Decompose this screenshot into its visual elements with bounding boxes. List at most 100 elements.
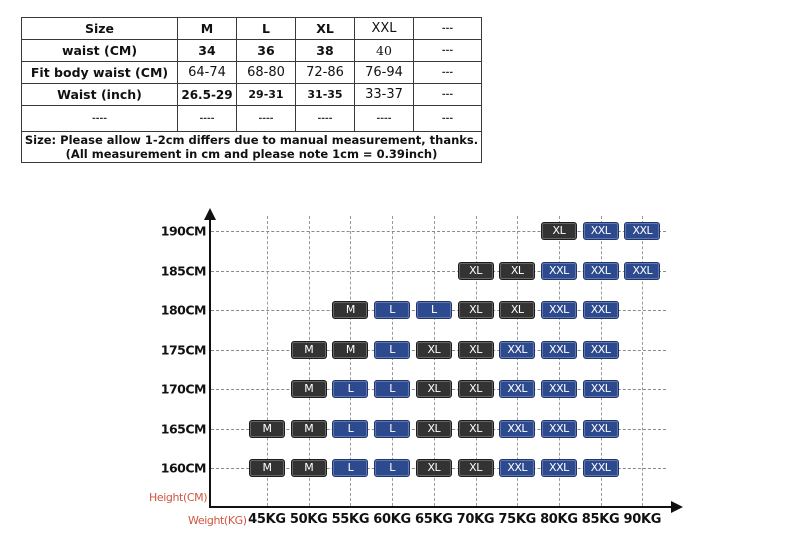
size-badge-xl: XL [457,261,494,280]
table-cell: 36 [236,39,296,62]
size-badge-l: L [374,459,411,477]
grid-hline [211,270,666,272]
table-cell: --- [413,105,482,132]
y-axis-title: Height(CM) [149,491,208,504]
y-tick-label: 170CM [160,381,207,397]
grid-vline [267,216,268,506]
size-badge-xxl: XXL [540,419,577,438]
size-badge-xxl: XXL [624,261,661,280]
size-badge-xxl: XXL [582,419,619,438]
size-badge-m: M [290,340,327,359]
size-badge-xl: XL [415,340,452,359]
table-note-row: Size: Please allow 1-2cm differs due to … [21,131,482,163]
x-tick-label: 50KG [289,512,328,527]
size-badge-l: L [374,380,411,398]
grid-vline [600,216,602,506]
size-badge-xl: XL [457,459,494,477]
size-badge-xxl: XXL [582,222,619,240]
x-tick-label: 85KG [581,512,620,527]
size-badge-m: M [249,459,285,477]
size-badge-xxl: XXL [499,459,536,477]
grid-hline [211,231,666,232]
table-row: Waist (inch) 26.5-29 29-31 31-35 33-37 -… [21,83,482,106]
size-badge-xxl: XXL [540,459,577,477]
size-badge-m: M [332,340,369,359]
y-tick-label: 175CM [160,342,207,357]
row-label: Fit body waist (CM) [21,61,178,84]
y-tick-label: 165CM [160,421,207,436]
size-badge-xl: XL [499,261,536,280]
table-cell: 68-80 [236,61,296,84]
size-badge-m: M [290,459,327,477]
size-badge-m: M [332,301,369,319]
table-cell: ---- [295,105,355,132]
size-badge-xxl: XXL [624,222,661,240]
x-axis-title: Weight(KG) [188,514,247,527]
size-badge-l: L [332,459,369,477]
grid-vline [392,216,394,506]
y-axis-line [209,216,211,508]
size-badge-m: M [249,419,285,438]
table-cell: 64-74 [177,61,237,84]
grid-vline [433,216,435,506]
arrow-up-icon [204,208,216,220]
grid-vline [642,216,644,506]
size-badge-xxl: XXL [540,301,577,319]
size-badge-xl: XL [415,459,452,477]
x-tick-label: 80KG [540,512,578,527]
grid-vline [517,216,519,506]
size-badge-xl: XL [457,301,494,319]
size-badge-l: L [332,419,369,438]
grid-vline [350,216,352,506]
table-cell: ---- [236,105,296,132]
y-tick-label: 180CM [160,302,207,318]
size-badge-xxl: XXL [499,419,536,438]
size-table: Size M L XL XXL --- waist (CM) 34 36 38 … [21,17,482,163]
size-badge-xl: XL [415,380,452,398]
x-tick-label: 70KG [456,512,495,527]
size-badge-xxl: XXL [582,380,619,398]
y-tick-label: 185CM [160,263,207,278]
y-tick-label: 160CM [160,460,207,476]
size-badge-xxl: XXL [540,261,577,280]
size-badge-l: L [374,340,411,359]
grid-vline [558,216,560,506]
arrow-right-icon [671,501,683,513]
grid-vline [308,216,310,506]
table-row: Fit body waist (CM) 64-74 68-80 72-86 76… [21,61,482,84]
note-line-2: (All measurement in cm and please note 1… [65,147,438,161]
size-badge-xxl: XXL [499,380,536,398]
size-badge-xl: XL [457,340,494,359]
size-badge-l: L [374,301,411,319]
size-badge-xl: XL [499,301,536,319]
x-tick-label: 45KG [248,512,286,527]
size-badge-xxl: XXL [540,340,577,359]
x-tick-label: 65KG [414,512,453,527]
x-tick-label: 60KG [373,512,411,527]
size-badge-m: M [290,419,327,438]
row-label: Waist (inch) [21,83,178,106]
table-cell: 76-94 [354,61,414,84]
x-axis-line [209,506,673,508]
size-badge-m: M [290,380,327,398]
x-tick-label: 75KG [498,512,536,527]
table-row: ---- ---- ---- ---- ---- --- [21,105,482,132]
measurement-note: Size: Please allow 1-2cm differs due to … [21,131,482,163]
size-badge-xl: XL [457,380,494,398]
size-badge-l: L [374,419,411,438]
x-tick-label: 55KG [331,512,370,527]
size-badge-l: L [332,380,369,398]
x-tick-label: 90KG [623,512,662,527]
size-badge-xxl: XXL [499,340,536,359]
size-badge-xl: XL [540,222,577,240]
size-badge-xl: XL [415,419,452,438]
size-badge-xxl: XXL [582,261,619,280]
size-badge-xxl: XXL [582,459,619,477]
size-badge-xl: XL [457,419,494,438]
grid-vline [475,216,477,506]
note-line-1: Size: Please allow 1-2cm differs due to … [24,133,479,147]
size-badge-l: L [415,301,452,319]
table-cell: 72-86 [295,61,355,84]
size-badge-xxl: XXL [582,301,619,319]
